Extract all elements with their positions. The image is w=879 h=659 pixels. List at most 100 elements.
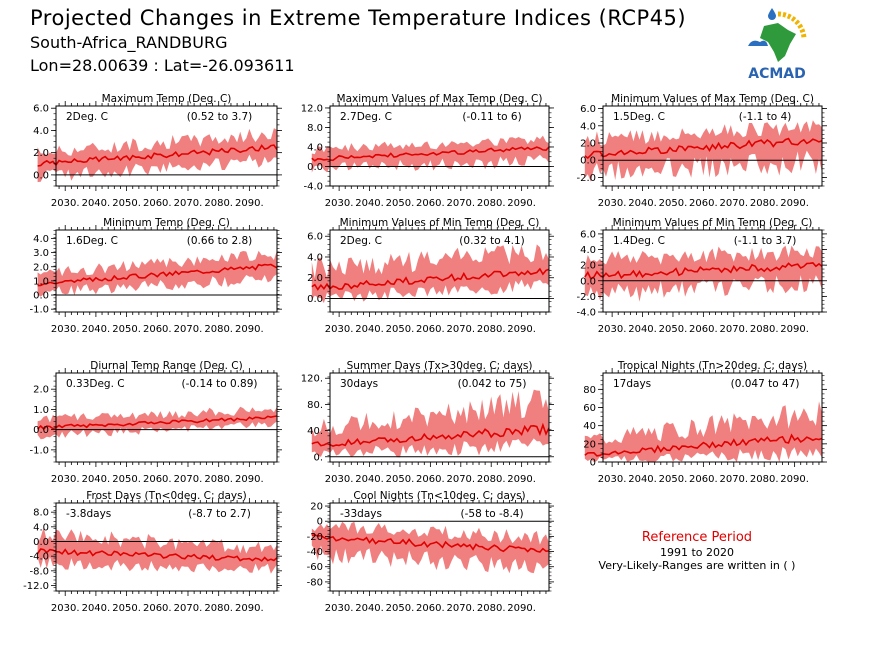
chart-panel-7: 2030. 2040. 2050. 2060. 2070. 2080. 2090. 2.0 1.… (29, 360, 282, 485)
x-tick-label: 2030. (325, 198, 354, 209)
likely-range-label: (-58 to -8.4) (461, 508, 524, 520)
coordinates-label: Lon=28.00639 : Lat=-26.093611 (30, 56, 295, 75)
x-tick-label: 2070. (719, 198, 748, 209)
likely-range-label: (-0.14 to 0.89) (182, 378, 258, 390)
plot-frame (602, 105, 823, 187)
y-tick-label: -40 (307, 547, 323, 558)
y-tick-label: 20 (583, 439, 596, 450)
y-tick-label: 4.0 (580, 245, 596, 256)
panel-title: Frost Days (Tn<0deg. C; days) (86, 490, 246, 502)
y-tick-label: -2.0 (576, 292, 596, 303)
y-tick-label: 4.0 (580, 121, 596, 132)
y-tick-label: -4.0 (576, 308, 596, 319)
y-tick-label: 6.0 (307, 232, 323, 243)
x-tick-label: 2090. (235, 198, 264, 209)
reference-period: 1991 to 2020 (659, 546, 735, 559)
x-tick-label: 2030. (325, 603, 354, 614)
x-tick-label: 2050. (386, 603, 415, 614)
likely-range-label: (-1.1 to 3.7) (734, 235, 797, 247)
plot-frame (602, 229, 823, 313)
y-tick-label: 40. (307, 426, 323, 437)
y-tick-label: -12.0 (23, 581, 49, 592)
x-tick-label: 2080. (477, 603, 506, 614)
y-tick-label: 0 (317, 517, 323, 528)
x-tick-label: 2080. (204, 474, 233, 485)
y-tick-label: 2.0 (33, 148, 49, 159)
mean-change-label: 2Deg. C (340, 235, 382, 247)
plot-frame (55, 372, 278, 463)
x-tick-label: 2080. (477, 474, 506, 485)
y-tick-label: 2.0 (307, 273, 323, 284)
x-tick-label: 2070. (174, 198, 203, 209)
x-tick-label: 2090. (507, 198, 536, 209)
x-tick-label: 2060. (416, 198, 445, 209)
x-tick-label: 2060. (689, 324, 718, 335)
mean-change-label: 1.6Deg. C (66, 235, 118, 247)
y-tick-label: 0.0 (33, 170, 49, 181)
mean-change-label: -33days (340, 508, 382, 520)
chart-panel-5: 2030. 2040. 2050. 2060. 2070. 2080. 2090. 6.0 4.… (307, 217, 554, 335)
x-tick-label: 2040. (82, 324, 111, 335)
very-likely-range-band (584, 120, 822, 182)
y-tick-label: 4.0 (33, 126, 49, 137)
y-tick-label: 1.0 (33, 405, 49, 416)
y-tick-label: 2.0 (580, 138, 596, 149)
y-tick-label: 0.0 (580, 156, 596, 167)
mean-change-label: 0.33Deg. C (66, 378, 125, 390)
x-tick-label: 2060. (689, 198, 718, 209)
mean-change-label: 1.4Deg. C (613, 235, 665, 247)
x-tick-label: 2080. (477, 198, 506, 209)
x-tick-label: 2090. (507, 324, 536, 335)
x-tick-label: 2070. (446, 603, 475, 614)
y-tick-label: 80 (583, 385, 596, 396)
chart-panel-9: 2030. 2040. 2050. 2060. 2070. 2080. 2090. 80 60 4… (583, 360, 827, 485)
y-tick-label: 4.0 (307, 252, 323, 263)
page-title: Projected Changes in Extreme Temperature… (30, 6, 687, 30)
x-tick-label: 2070. (446, 324, 475, 335)
x-tick-label: 2060. (143, 198, 172, 209)
chart-panel-2: 2030. 2040. 2050. 2060. 2070. 2080. 2090. 12.0 8… (301, 93, 554, 209)
x-tick-label: 2040. (82, 474, 111, 485)
x-tick-label: 2090. (235, 324, 264, 335)
panel-title: Diurnal Temp Range (Deg. C) (90, 360, 242, 372)
mean-change-line (37, 263, 278, 287)
x-tick-label: 2040. (355, 603, 384, 614)
y-tick-label: 8.0 (307, 123, 323, 134)
chart-panel-1: 2030. 2040. 2050. 2060. 2070. 2080. 2090. 6.0 4.… (33, 93, 282, 209)
y-tick-label: 0.0 (33, 291, 49, 302)
x-tick-label: 2040. (628, 198, 657, 209)
mean-change-line (37, 144, 278, 167)
y-tick-label: 4.0 (307, 142, 323, 153)
mean-change-label: 30days (340, 378, 378, 390)
mean-change-label: 1.5Deg. C (613, 111, 665, 123)
very-likely-range-band (37, 250, 277, 297)
x-tick-label: 2050. (659, 474, 688, 485)
y-tick-label: 6.0 (33, 104, 49, 115)
y-tick-label: 80. (307, 400, 323, 411)
reference-box: Reference Period 1991 to 2020 Very-Likel… (592, 530, 802, 572)
mean-change-line (584, 433, 823, 457)
logo-text: ACMAD (748, 66, 806, 82)
y-tick-label: 12.0 (301, 103, 323, 114)
mean-change-label: -3.8days (66, 508, 111, 520)
logo-africa-shape (760, 23, 796, 62)
x-tick-label: 2070. (719, 324, 748, 335)
y-tick-label: 0.0 (307, 294, 323, 305)
x-tick-label: 2090. (235, 474, 264, 485)
x-tick-label: 2040. (628, 324, 657, 335)
plot-frame (329, 502, 550, 592)
y-tick-label: 6.0 (580, 229, 596, 240)
y-tick-label: 2.0 (580, 261, 596, 272)
chart-panel-6: 2030. 2040. 2050. 2060. 2070. 2080. 2090. 6.0 4.… (576, 217, 827, 335)
y-tick-label: 4.0 (33, 522, 49, 533)
chart-panel-10: 2030. 2040. 2050. 2060. 2070. 2080. 2090. 8.0 4.… (23, 490, 282, 614)
panel-title: Minimum Values of Min Temp (Deg. C) (340, 217, 540, 229)
mean-change-line (311, 267, 550, 291)
x-tick-label: 2040. (355, 324, 384, 335)
y-tick-label: -1.0 (29, 445, 49, 456)
y-tick-label: 6.0 (580, 104, 596, 115)
y-tick-label: 8.0 (33, 508, 49, 519)
mean-change-line (36, 548, 278, 562)
x-tick-label: 2030. (325, 474, 354, 485)
panel-title: Maximum Values of Max Temp (Deg. C) (337, 93, 543, 105)
